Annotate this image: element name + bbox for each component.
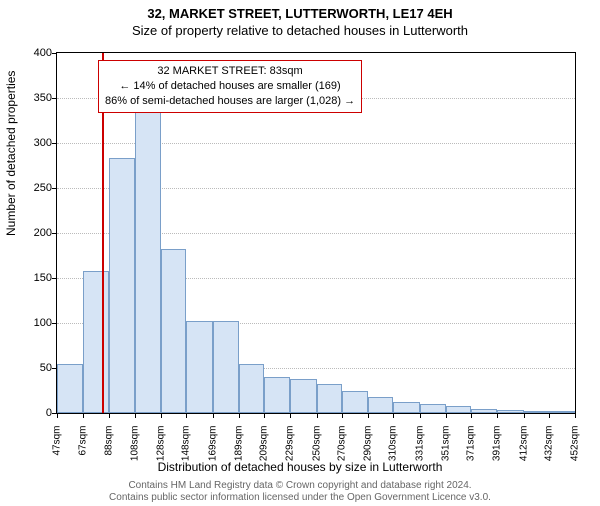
histogram-bar: [549, 411, 575, 413]
x-tick-mark: [135, 414, 136, 418]
histogram-bar: [420, 404, 446, 413]
x-tick-label: 412sqm: [518, 426, 529, 470]
x-axis-title: Distribution of detached houses by size …: [0, 460, 600, 474]
y-tick-label: 50: [12, 362, 52, 374]
histogram-bar: [135, 109, 161, 413]
info-box-line3: 86% of semi-detached houses are larger (…: [105, 94, 355, 109]
y-tick-label: 0: [12, 407, 52, 419]
attribution-line2: Contains public sector information licen…: [109, 492, 491, 503]
x-tick-label: 108sqm: [130, 426, 141, 470]
info-box: 32 MARKET STREET: 83sqm← 14% of detached…: [98, 60, 362, 113]
histogram-bar: [186, 321, 213, 413]
x-tick-mark: [368, 414, 369, 418]
attribution-text: Contains HM Land Registry data © Crown c…: [0, 480, 600, 504]
y-tick-label: 200: [12, 227, 52, 239]
x-tick-label: 189sqm: [233, 426, 244, 470]
y-tick-mark: [52, 98, 56, 99]
x-tick-label: 209sqm: [259, 426, 270, 470]
chart-title-line2: Size of property relative to detached ho…: [0, 23, 600, 38]
histogram-bar: [342, 391, 368, 414]
x-tick-mark: [186, 414, 187, 418]
x-tick-mark: [342, 414, 343, 418]
x-tick-mark: [497, 414, 498, 418]
x-tick-mark: [239, 414, 240, 418]
x-tick-label: 250sqm: [311, 426, 322, 470]
x-tick-label: 371sqm: [466, 426, 477, 470]
y-tick-mark: [52, 413, 56, 414]
y-tick-label: 300: [12, 137, 52, 149]
x-tick-label: 148sqm: [181, 426, 192, 470]
histogram-bar: [317, 384, 343, 413]
chart-title-line1: 32, MARKET STREET, LUTTERWORTH, LE17 4EH: [0, 6, 600, 21]
x-tick-label: 331sqm: [415, 426, 426, 470]
x-tick-mark: [161, 414, 162, 418]
x-tick-mark: [446, 414, 447, 418]
x-tick-mark: [317, 414, 318, 418]
x-tick-label: 229sqm: [284, 426, 295, 470]
x-tick-mark: [524, 414, 525, 418]
x-tick-mark: [109, 414, 110, 418]
x-tick-mark: [83, 414, 84, 418]
histogram-bar: [83, 271, 110, 413]
x-tick-mark: [264, 414, 265, 418]
x-tick-label: 351sqm: [440, 426, 451, 470]
histogram-bar: [239, 364, 265, 414]
x-tick-mark: [549, 414, 550, 418]
y-tick-mark: [52, 188, 56, 189]
x-tick-label: 432sqm: [544, 426, 555, 470]
x-tick-label: 47sqm: [52, 426, 63, 470]
y-tick-mark: [52, 323, 56, 324]
histogram-bar: [57, 364, 83, 414]
y-tick-mark: [52, 278, 56, 279]
y-tick-mark: [52, 368, 56, 369]
x-tick-mark: [420, 414, 421, 418]
x-tick-label: 88sqm: [104, 426, 115, 470]
histogram-bar: [264, 377, 290, 413]
x-tick-mark: [57, 414, 58, 418]
x-tick-label: 270sqm: [337, 426, 348, 470]
x-tick-mark: [575, 414, 576, 418]
histogram-bar: [290, 379, 317, 413]
x-tick-label: 169sqm: [208, 426, 219, 470]
x-tick-label: 452sqm: [570, 426, 581, 470]
histogram-bar: [524, 411, 550, 413]
x-tick-label: 128sqm: [155, 426, 166, 470]
y-tick-label: 350: [12, 92, 52, 104]
y-tick-label: 250: [12, 182, 52, 194]
histogram-bar: [109, 158, 135, 413]
info-box-line2: ← 14% of detached houses are smaller (16…: [105, 79, 355, 94]
histogram-bar: [446, 406, 472, 413]
y-tick-mark: [52, 53, 56, 54]
y-tick-label: 400: [12, 47, 52, 59]
histogram-bar: [497, 410, 524, 413]
x-tick-mark: [213, 414, 214, 418]
x-tick-label: 67sqm: [77, 426, 88, 470]
histogram-bar: [471, 409, 497, 414]
y-tick-mark: [52, 233, 56, 234]
x-tick-mark: [471, 414, 472, 418]
y-tick-mark: [52, 143, 56, 144]
x-tick-label: 391sqm: [491, 426, 502, 470]
x-tick-mark: [393, 414, 394, 418]
histogram-bar: [393, 402, 420, 413]
info-box-line1: 32 MARKET STREET: 83sqm: [105, 64, 355, 79]
histogram-bar: [213, 321, 239, 413]
x-tick-label: 290sqm: [362, 426, 373, 470]
y-tick-label: 150: [12, 272, 52, 284]
x-tick-label: 310sqm: [388, 426, 399, 470]
y-tick-label: 100: [12, 317, 52, 329]
x-tick-mark: [290, 414, 291, 418]
histogram-bar: [161, 249, 187, 413]
histogram-bar: [368, 397, 394, 413]
attribution-line1: Contains HM Land Registry data © Crown c…: [128, 480, 471, 491]
